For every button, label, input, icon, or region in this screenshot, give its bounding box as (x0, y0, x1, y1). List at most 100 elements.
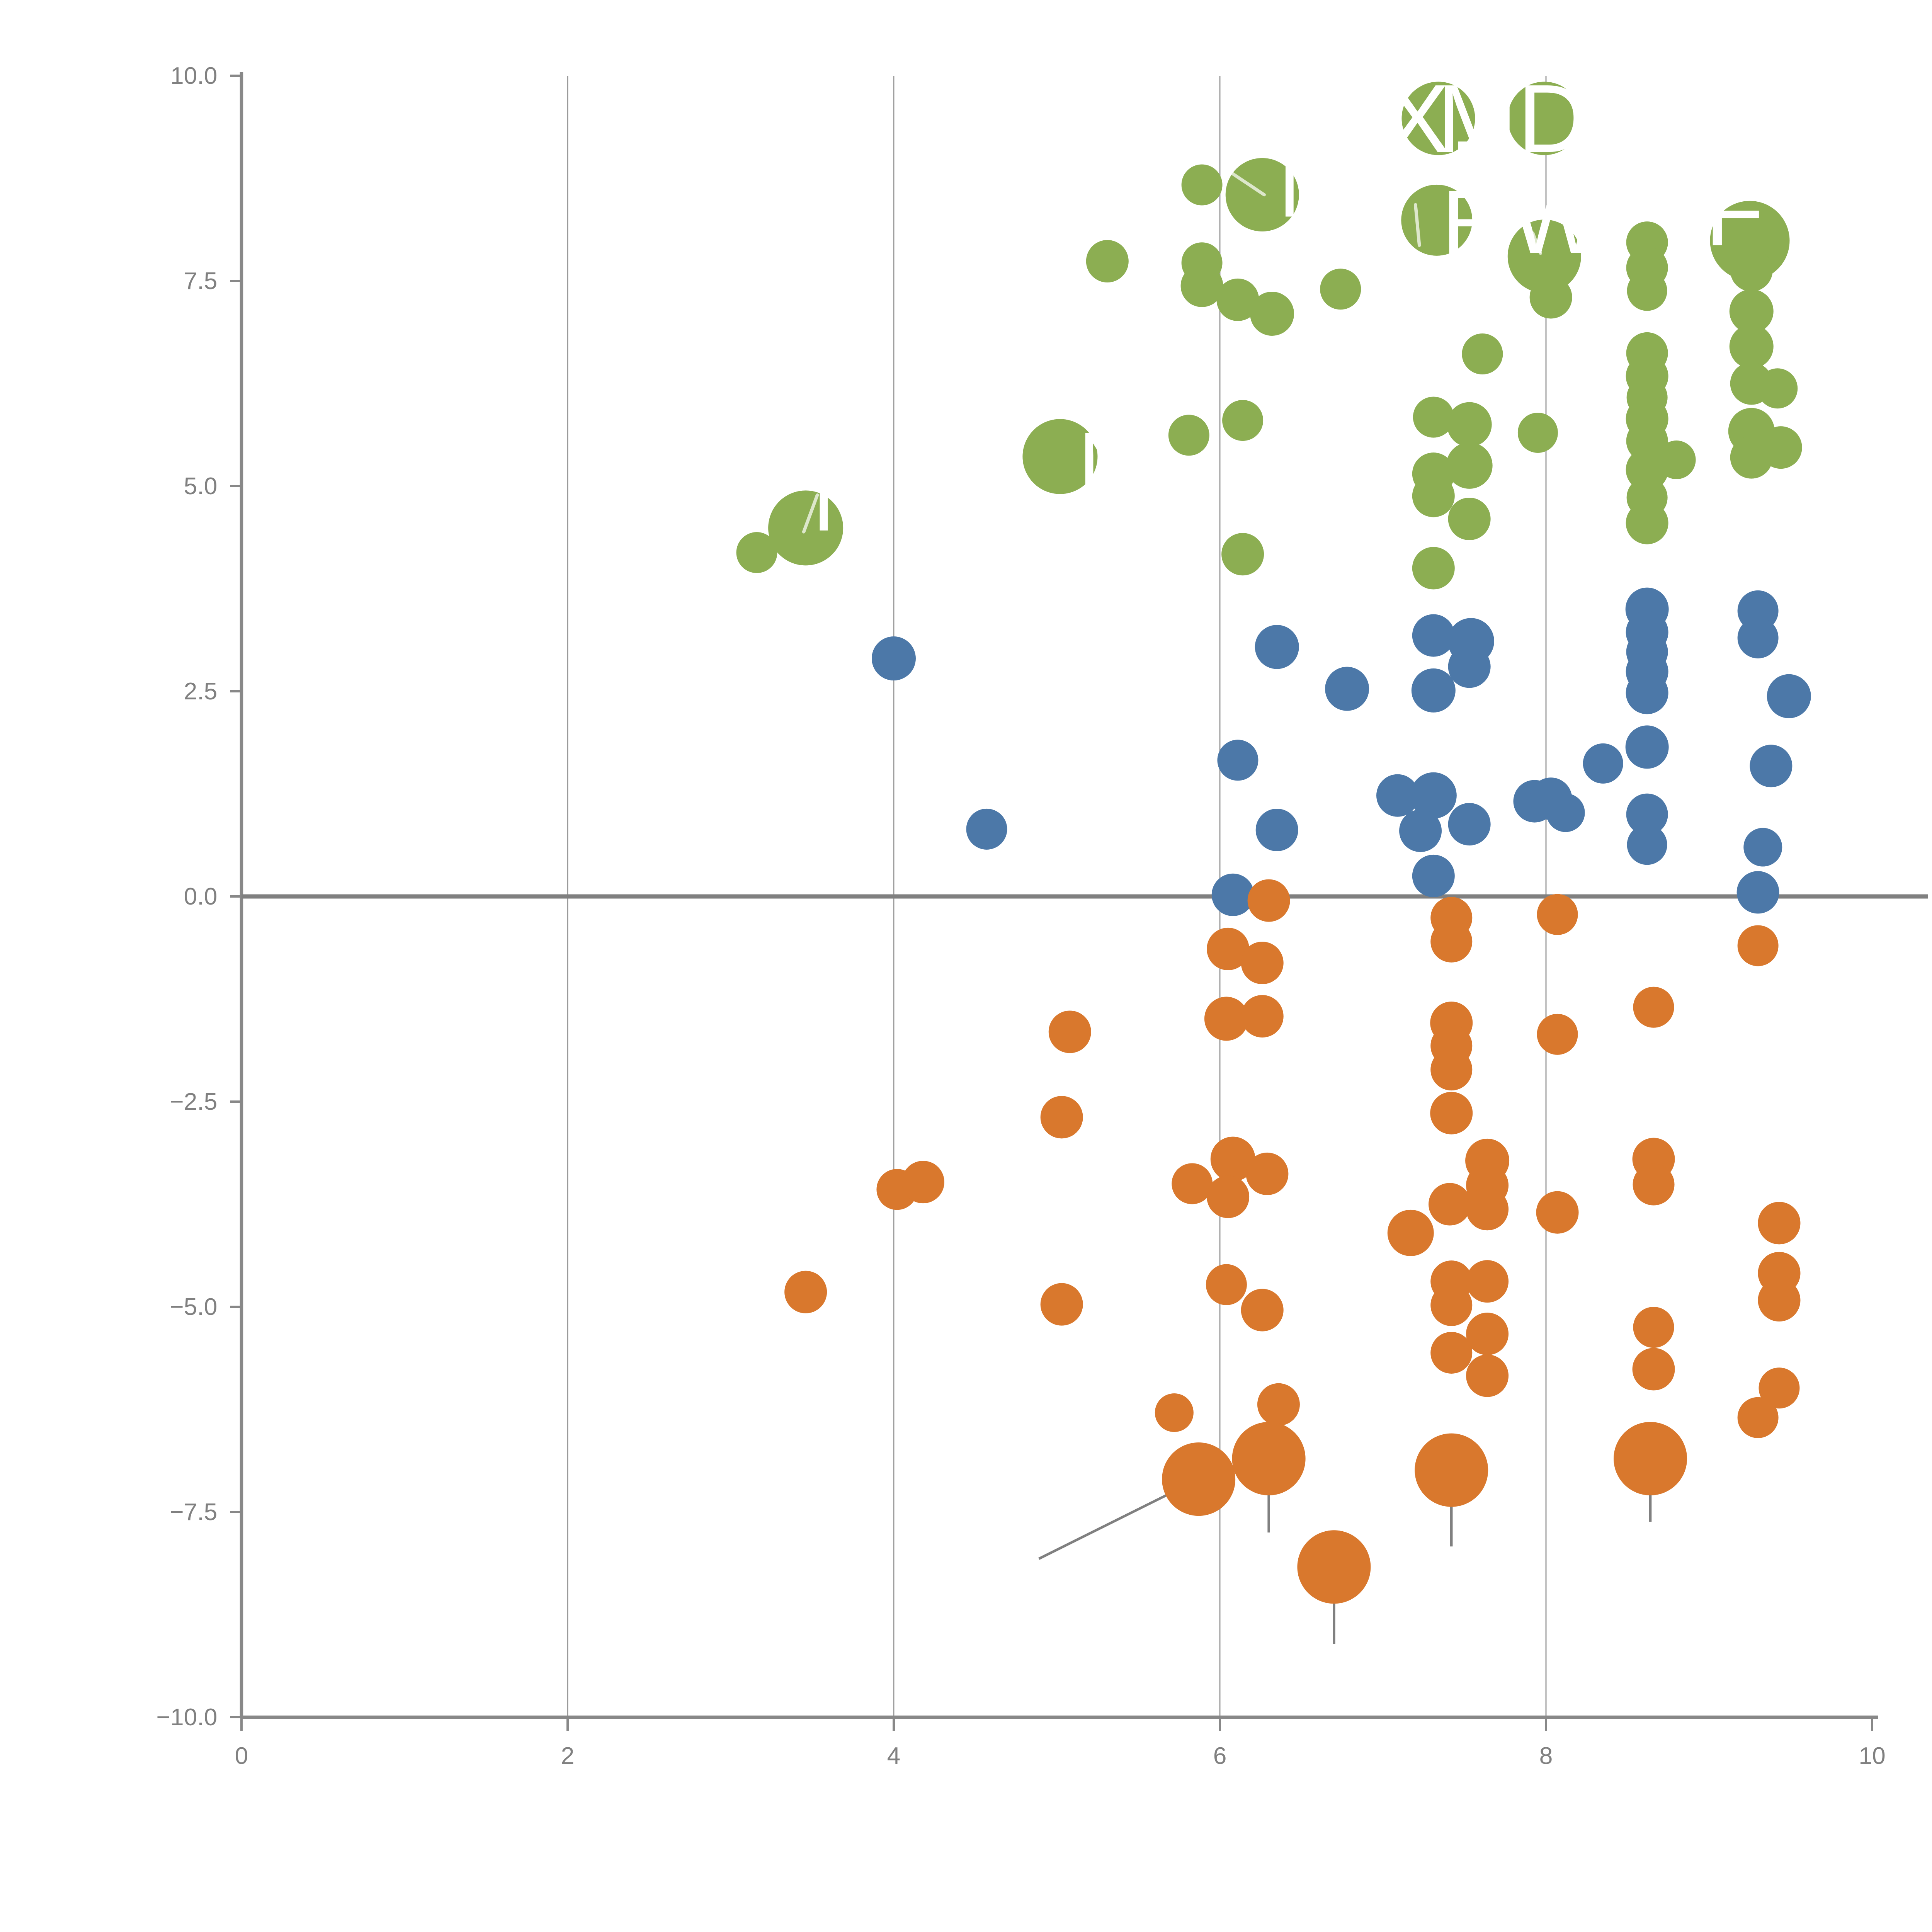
data-point[interactable] (1757, 368, 1798, 409)
data-point[interactable] (1168, 415, 1209, 456)
data-point[interactable] (1387, 1209, 1434, 1256)
data-point[interactable] (1216, 278, 1259, 321)
data-point[interactable] (1232, 1422, 1306, 1495)
data-point[interactable] (1529, 276, 1572, 319)
data-point[interactable] (1633, 1163, 1675, 1206)
data-point[interactable] (1626, 502, 1668, 544)
data-point[interactable] (1040, 1283, 1083, 1326)
data-point[interactable] (1241, 995, 1284, 1038)
data-point[interactable] (1546, 793, 1585, 832)
data-point[interactable] (1022, 419, 1098, 494)
data-point[interactable] (1255, 625, 1299, 669)
data-point[interactable] (1446, 442, 1493, 489)
data-point[interactable] (1415, 1433, 1488, 1507)
data-point[interactable] (1737, 1397, 1779, 1438)
data-point[interactable] (1247, 879, 1290, 922)
data-point[interactable] (1412, 854, 1455, 897)
data-point[interactable] (1430, 1284, 1473, 1326)
data-point[interactable] (1162, 1442, 1236, 1516)
data-point[interactable] (1241, 942, 1284, 985)
data-point[interactable] (1325, 667, 1369, 711)
data-point[interactable] (1750, 745, 1793, 787)
data-point[interactable] (1180, 264, 1223, 307)
data-point[interactable] (1448, 645, 1491, 688)
data-point[interactable] (1257, 1383, 1300, 1426)
data-point[interactable] (1430, 1049, 1473, 1091)
data-point[interactable] (1507, 82, 1581, 155)
data-point[interactable] (1536, 1191, 1579, 1234)
data-point[interactable] (1206, 1264, 1247, 1305)
data-point[interactable] (1181, 164, 1223, 206)
data-point[interactable] (1537, 1014, 1578, 1055)
data-point[interactable] (1250, 291, 1294, 336)
data-point[interactable] (1633, 1307, 1674, 1348)
data-point[interactable] (1412, 614, 1455, 657)
data-point[interactable] (1401, 82, 1475, 155)
data-point[interactable] (1462, 333, 1503, 375)
data-point[interactable] (1759, 1367, 1800, 1409)
data-point[interactable] (1758, 1202, 1801, 1245)
data-point[interactable] (1376, 774, 1419, 817)
data-point[interactable] (1466, 1354, 1509, 1397)
data-point[interactable] (1399, 810, 1442, 852)
data-point[interactable] (1430, 1332, 1473, 1374)
data-point[interactable] (1297, 1530, 1371, 1604)
data-point[interactable] (1537, 894, 1578, 935)
data-point[interactable] (1626, 793, 1668, 835)
data-point[interactable] (966, 808, 1007, 850)
data-point[interactable] (1759, 426, 1802, 469)
data-point[interactable] (1246, 1152, 1289, 1195)
data-point[interactable] (1729, 289, 1774, 333)
data-point[interactable] (1737, 925, 1779, 966)
data-point[interactable] (1743, 828, 1782, 867)
data-point[interactable] (784, 1270, 827, 1313)
data-point[interactable] (1210, 1136, 1255, 1182)
data-point[interactable] (1048, 1010, 1091, 1053)
data-point[interactable] (736, 532, 777, 573)
data-point[interactable] (1430, 1092, 1473, 1134)
data-point[interactable] (1410, 772, 1457, 819)
data-point[interactable] (1627, 825, 1667, 865)
data-point[interactable] (1466, 1313, 1509, 1355)
data-point[interactable] (1729, 324, 1774, 369)
data-point[interactable] (1447, 402, 1492, 447)
data-point[interactable] (1255, 808, 1298, 851)
data-point[interactable] (1217, 740, 1259, 781)
data-point[interactable] (1448, 803, 1491, 846)
data-point[interactable] (1614, 1422, 1687, 1495)
data-point[interactable] (1172, 1163, 1213, 1204)
data-point[interactable] (1517, 412, 1558, 453)
data-point[interactable] (1430, 920, 1473, 963)
data-point[interactable] (1466, 1260, 1509, 1303)
data-point[interactable] (872, 636, 916, 681)
data-point[interactable] (1736, 871, 1779, 914)
data-point[interactable] (1632, 1348, 1675, 1391)
data-point[interactable] (1448, 497, 1491, 540)
data-point[interactable] (1222, 400, 1264, 441)
data-point[interactable] (1730, 249, 1773, 292)
data-point[interactable] (1241, 1289, 1284, 1332)
data-point[interactable] (1767, 674, 1811, 718)
data-point[interactable] (1207, 927, 1250, 970)
data-point[interactable] (1204, 997, 1248, 1041)
data-point[interactable] (1320, 269, 1361, 310)
data-point[interactable] (1737, 617, 1779, 658)
data-point[interactable] (1633, 986, 1674, 1028)
data-point[interactable] (1412, 547, 1455, 590)
data-point[interactable] (1413, 396, 1454, 438)
data-point[interactable] (1626, 672, 1668, 714)
data-point[interactable] (1507, 219, 1581, 293)
data-point[interactable] (1625, 725, 1669, 769)
data-point[interactable] (1086, 240, 1129, 283)
data-point[interactable] (1466, 1188, 1509, 1231)
data-point[interactable] (1627, 270, 1667, 311)
data-point[interactable] (1429, 1183, 1471, 1226)
data-point[interactable] (1207, 1175, 1250, 1218)
data-point[interactable] (901, 1161, 944, 1204)
data-point[interactable] (1657, 440, 1696, 480)
data-point[interactable] (1221, 533, 1264, 576)
data-point[interactable] (1412, 474, 1455, 517)
data-point[interactable] (1411, 668, 1456, 713)
data-point[interactable] (1040, 1096, 1083, 1139)
data-point[interactable] (1155, 1393, 1194, 1432)
